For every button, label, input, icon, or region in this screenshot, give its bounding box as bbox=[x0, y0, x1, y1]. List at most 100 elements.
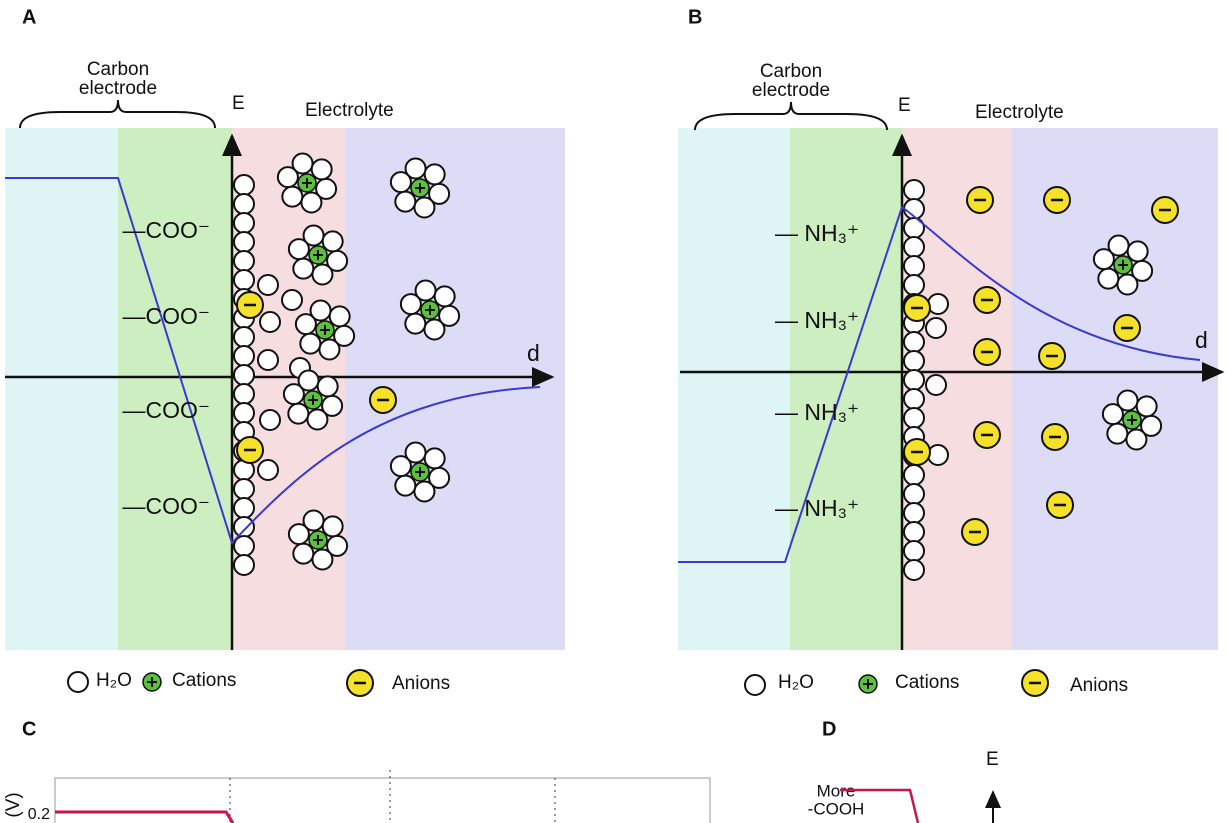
water bbox=[234, 555, 254, 575]
water bbox=[311, 300, 331, 320]
water bbox=[904, 275, 924, 295]
water bbox=[904, 237, 924, 257]
surface-group: —COO⁻ bbox=[122, 303, 210, 329]
water bbox=[904, 484, 924, 504]
water bbox=[1118, 390, 1138, 410]
water bbox=[904, 351, 924, 371]
legend-label: Anions bbox=[392, 673, 450, 694]
water bbox=[234, 384, 254, 404]
water bbox=[414, 482, 434, 502]
water bbox=[424, 320, 444, 340]
axis-label: E bbox=[898, 95, 911, 116]
water bbox=[1126, 430, 1146, 450]
water bbox=[1098, 269, 1118, 289]
water bbox=[904, 389, 924, 409]
water bbox=[904, 503, 924, 523]
water bbox=[234, 270, 254, 290]
water bbox=[293, 259, 313, 279]
water bbox=[299, 370, 319, 390]
water bbox=[312, 159, 332, 179]
water bbox=[258, 460, 278, 480]
water bbox=[234, 403, 254, 423]
water bbox=[68, 672, 88, 692]
water bbox=[416, 280, 436, 300]
water bbox=[926, 375, 946, 395]
water bbox=[425, 448, 445, 468]
brace bbox=[695, 102, 887, 130]
legend-label: Anions bbox=[1070, 675, 1128, 696]
water bbox=[260, 312, 280, 332]
surface-group: — NH₃⁺ bbox=[775, 495, 859, 521]
water bbox=[234, 175, 254, 195]
water bbox=[258, 275, 278, 295]
water bbox=[330, 306, 350, 326]
legend-label: Cations bbox=[895, 672, 959, 693]
plot-frame bbox=[55, 778, 710, 823]
water bbox=[406, 158, 426, 178]
water bbox=[293, 153, 313, 173]
water bbox=[414, 198, 434, 218]
water bbox=[904, 332, 924, 352]
electrode-label: Carbon bbox=[87, 59, 149, 80]
water bbox=[312, 550, 332, 570]
axis-label: E bbox=[232, 93, 245, 114]
potential-curve bbox=[55, 812, 233, 823]
water bbox=[234, 498, 254, 518]
water bbox=[904, 256, 924, 276]
water bbox=[307, 410, 327, 430]
water bbox=[234, 213, 254, 233]
water bbox=[395, 476, 415, 496]
surface-group: — NH₃⁺ bbox=[775, 307, 859, 333]
water bbox=[234, 232, 254, 252]
water bbox=[1117, 275, 1137, 295]
water bbox=[300, 334, 320, 354]
surface-group: —COO⁻ bbox=[122, 217, 210, 243]
water bbox=[312, 265, 332, 285]
axis-label: d bbox=[527, 340, 540, 366]
water bbox=[406, 442, 426, 462]
water bbox=[323, 516, 343, 536]
brace bbox=[20, 100, 215, 128]
panel-b-background bbox=[678, 128, 1218, 650]
axis-label: d bbox=[1195, 327, 1208, 353]
water bbox=[425, 164, 445, 184]
panel-label: D bbox=[822, 718, 836, 740]
water bbox=[904, 541, 924, 561]
water bbox=[904, 522, 924, 542]
panel-label: C bbox=[22, 718, 36, 740]
surface-group: — NH₃⁺ bbox=[775, 220, 859, 246]
axis-label: (V) bbox=[3, 792, 24, 817]
water bbox=[318, 376, 338, 396]
water bbox=[258, 350, 278, 370]
legend-label: Cations bbox=[172, 670, 236, 691]
electrode-label: electrode bbox=[79, 78, 157, 99]
water bbox=[288, 404, 308, 424]
water bbox=[904, 560, 924, 580]
surface-group: —COO⁻ bbox=[122, 493, 210, 519]
water bbox=[395, 192, 415, 212]
electrode-label: Carbon bbox=[760, 61, 822, 82]
water bbox=[260, 410, 280, 430]
water bbox=[234, 346, 254, 366]
water bbox=[904, 465, 924, 485]
water bbox=[234, 194, 254, 214]
water bbox=[319, 340, 339, 360]
annotation: -COOH bbox=[808, 799, 865, 818]
water bbox=[304, 510, 324, 530]
water bbox=[745, 675, 765, 695]
water bbox=[405, 314, 425, 334]
water bbox=[1109, 235, 1129, 255]
panel-label: A bbox=[22, 6, 36, 28]
water bbox=[1107, 424, 1127, 444]
electrode-label: electrode bbox=[752, 80, 830, 101]
water bbox=[928, 445, 948, 465]
water bbox=[904, 180, 924, 200]
water bbox=[304, 225, 324, 245]
water bbox=[301, 193, 321, 213]
axis-label: E bbox=[986, 749, 999, 770]
panel-label: B bbox=[688, 6, 702, 28]
figure: A Carbon electrode E Electrolyte d —COO⁻… bbox=[0, 0, 1227, 823]
water bbox=[234, 517, 254, 537]
water bbox=[904, 370, 924, 390]
legend-label: H₂O bbox=[96, 670, 132, 691]
